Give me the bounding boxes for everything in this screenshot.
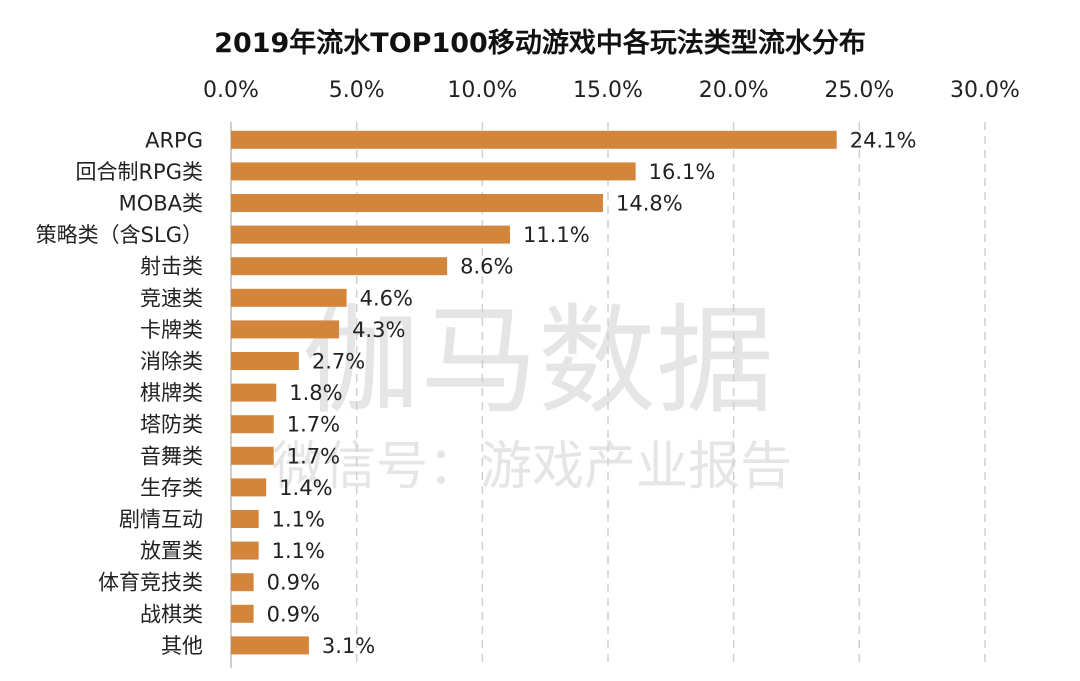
bar: [231, 415, 274, 434]
category-label: 其他: [161, 634, 203, 658]
data-label: 0.9%: [267, 602, 320, 626]
data-label: 1.7%: [287, 413, 340, 437]
x-tick-label: 10.0%: [447, 78, 517, 103]
data-label: 1.4%: [279, 476, 332, 500]
category-label: 剧情互动: [119, 508, 203, 532]
category-label: MOBA类: [119, 192, 203, 216]
bars: [231, 130, 837, 655]
bar: [231, 383, 277, 402]
bar: [231, 510, 259, 528]
x-tick-label: 20.0%: [699, 78, 769, 103]
data-label: 4.6%: [360, 286, 413, 310]
category-label: 卡牌类: [140, 318, 203, 342]
data-label: 8.6%: [460, 255, 513, 279]
category-label: 回合制RPG类: [75, 160, 203, 184]
bar: [231, 194, 603, 212]
bar: [231, 225, 510, 244]
x-axis-ticks: 0.0% 5.0% 10.0% 15.0% 20.0% 25.0% 30.0%: [203, 78, 1020, 103]
data-label: 0.9%: [267, 571, 320, 595]
x-tick-label: 0.0%: [203, 78, 259, 103]
x-tick-label: 25.0%: [824, 78, 894, 103]
bar: [231, 162, 636, 181]
data-label: 1.7%: [287, 444, 340, 468]
bar: [231, 288, 347, 307]
x-tick-label: 15.0%: [573, 78, 643, 103]
data-label: 14.8%: [616, 192, 683, 216]
category-label: 放置类: [140, 539, 203, 563]
chart-title: 2019年流水TOP100移动游戏中各玩法类型流水分布: [214, 27, 866, 59]
bar: [231, 478, 267, 497]
data-label: 1.1%: [272, 508, 325, 532]
category-label: 体育竞技类: [98, 571, 203, 595]
category-label: 塔防类: [140, 413, 203, 437]
data-label: 24.1%: [850, 128, 917, 152]
watermark: 伽马数据 微信号：游戏产业报告: [272, 292, 792, 497]
bar: [231, 636, 309, 655]
category-label: 音舞类: [140, 444, 203, 468]
category-label: 消除类: [140, 350, 203, 374]
category-label: 竞速类: [140, 286, 203, 310]
bar: [231, 320, 340, 339]
data-label: 2.7%: [312, 350, 365, 374]
data-label: 3.1%: [322, 634, 375, 658]
x-tick-label: 30.0%: [950, 78, 1020, 103]
data-labels: 24.1% 16.1% 14.8% 11.1% 8.6% 4.6% 4.3% 2.7% 1.8%…: [267, 128, 917, 658]
data-label: 1.1%: [272, 539, 325, 563]
watermark-main: 伽马数据: [302, 292, 774, 430]
data-label: 11.1%: [523, 223, 590, 247]
category-label: 战棋类: [140, 602, 203, 626]
bar: [231, 573, 254, 592]
bar: [231, 130, 837, 149]
x-tick-label: 5.0%: [329, 78, 385, 103]
category-label: 棋牌类: [140, 381, 203, 405]
data-label: 1.8%: [289, 381, 342, 405]
gridlines: [230, 122, 986, 668]
data-label: 4.3%: [352, 318, 405, 342]
data-label: 16.1%: [649, 160, 716, 184]
category-label: ARPG: [145, 128, 203, 152]
bar: [231, 446, 274, 465]
category-label: 射击类: [140, 255, 203, 279]
bar: [231, 257, 448, 276]
watermark-sub: 微信号：游戏产业报告: [272, 437, 792, 497]
bar: [231, 541, 259, 560]
bar: [231, 604, 254, 623]
bar: [231, 352, 299, 370]
category-label: 生存类: [140, 476, 203, 500]
category-label: 策略类（含SLG）: [36, 223, 203, 247]
